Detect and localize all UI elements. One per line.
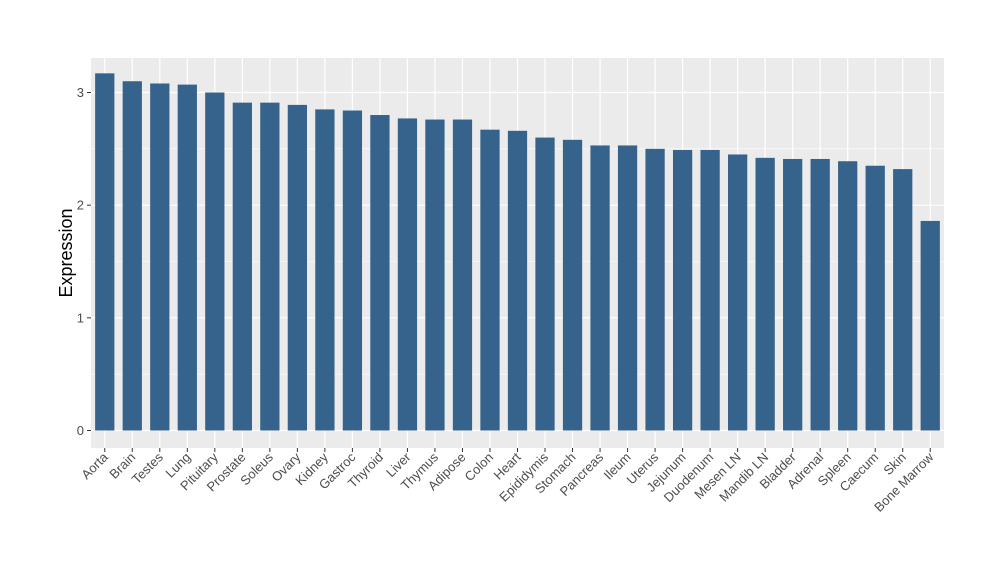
y-tick-label: 3 bbox=[77, 85, 84, 100]
x-tick-label: Aorta bbox=[78, 449, 111, 482]
y-tick-label: 0 bbox=[77, 423, 84, 438]
bar bbox=[645, 148, 665, 431]
bar bbox=[700, 149, 720, 431]
bar bbox=[617, 145, 638, 431]
bar bbox=[122, 81, 142, 431]
bar bbox=[150, 83, 170, 431]
bar bbox=[810, 158, 830, 431]
bar bbox=[205, 92, 225, 431]
bar bbox=[755, 157, 775, 431]
bar bbox=[95, 73, 115, 431]
bar bbox=[562, 139, 583, 431]
bars bbox=[95, 73, 940, 431]
bar bbox=[342, 110, 363, 431]
bar bbox=[783, 158, 803, 431]
bar bbox=[315, 109, 335, 431]
y-axis: 0 1 2 3 bbox=[77, 85, 91, 438]
bar bbox=[535, 137, 555, 431]
bar bbox=[425, 119, 445, 431]
bar bbox=[177, 84, 197, 431]
bar bbox=[452, 119, 473, 431]
bar bbox=[672, 149, 693, 431]
x-axis: AortaBrainTestesLungPituitaryProstateSol… bbox=[78, 448, 937, 515]
bar bbox=[370, 115, 390, 431]
bar bbox=[260, 102, 280, 431]
y-tick-label: 1 bbox=[77, 310, 84, 325]
bar bbox=[865, 165, 885, 431]
y-tick-label: 2 bbox=[77, 198, 84, 213]
bar bbox=[590, 145, 610, 431]
bar bbox=[232, 102, 252, 431]
bar bbox=[893, 169, 913, 431]
bar bbox=[480, 129, 500, 431]
y-axis-title: Expression bbox=[56, 208, 76, 297]
bar bbox=[920, 220, 940, 431]
x-tick-label: Colon bbox=[461, 450, 496, 485]
bar bbox=[397, 118, 418, 431]
bar bbox=[507, 130, 528, 431]
bar bbox=[287, 104, 308, 431]
bar bbox=[838, 161, 858, 431]
x-tick-label: Testes bbox=[129, 449, 167, 487]
bar bbox=[727, 154, 748, 431]
